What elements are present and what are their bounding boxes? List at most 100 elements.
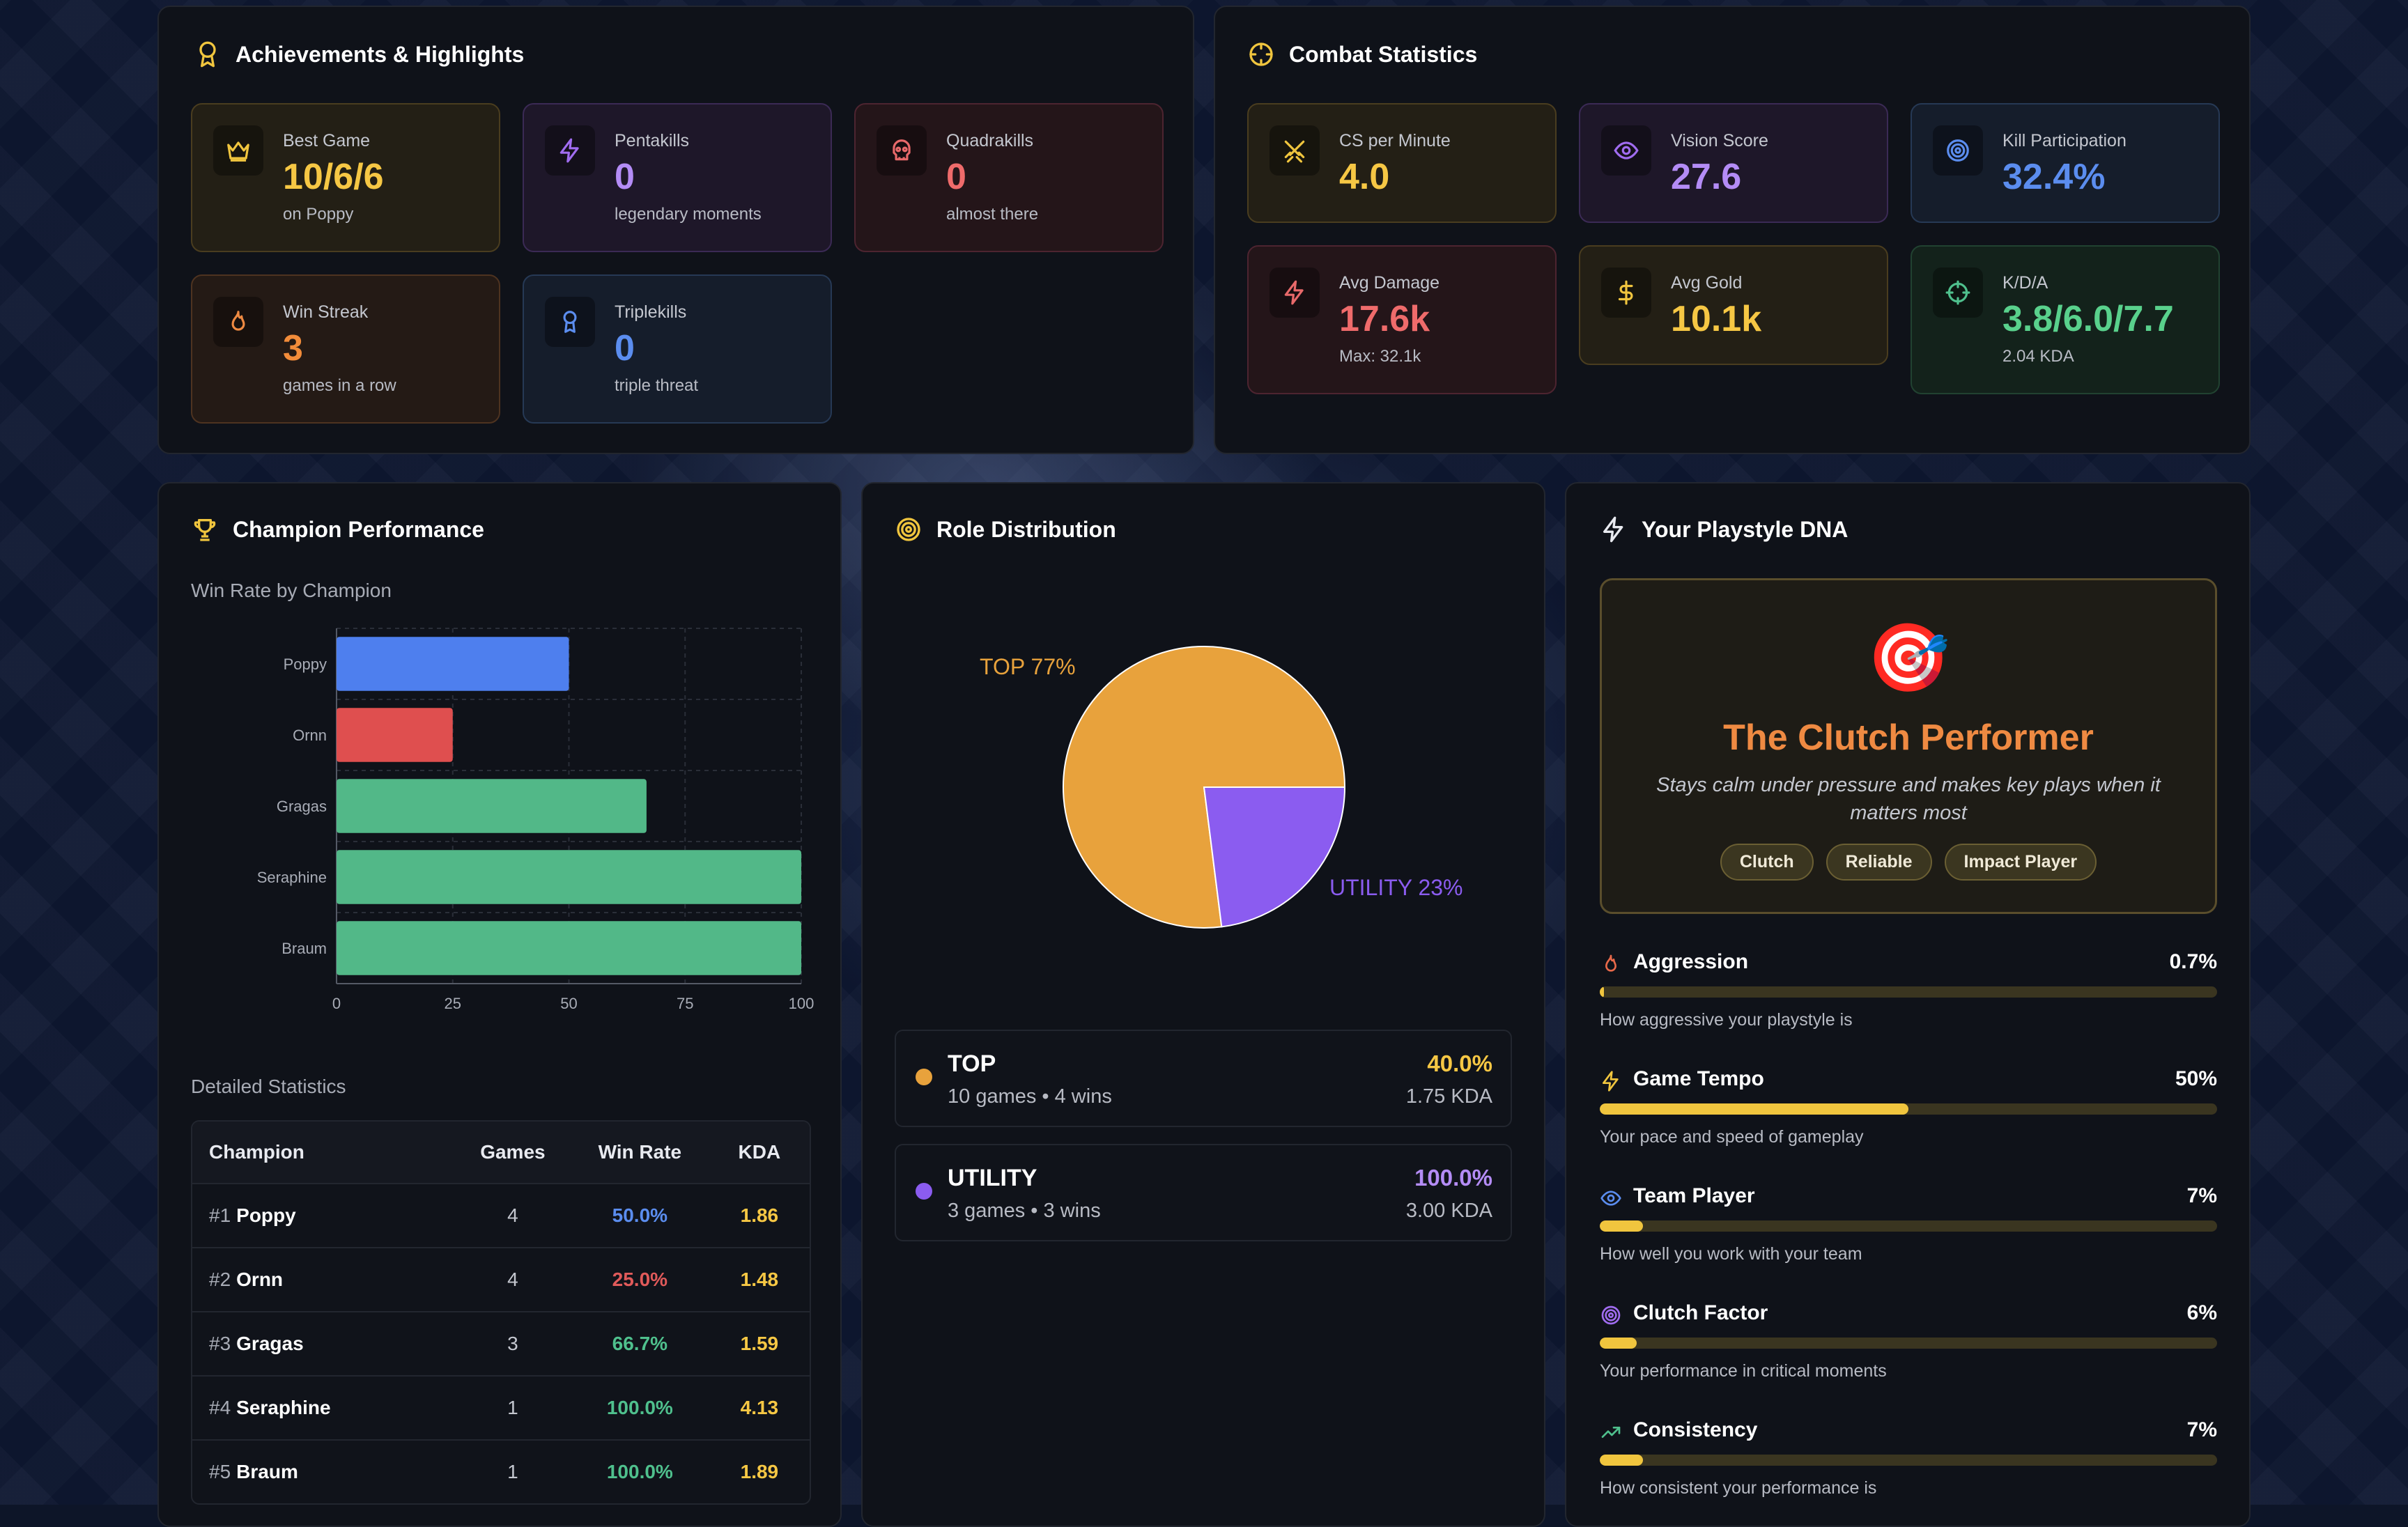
champion-performance-title-text: Champion Performance	[233, 516, 484, 542]
tag-reliable: Reliable	[1826, 844, 1932, 881]
combat-panel: Combat Statistics CS per Minute 4.0 Visi…	[1214, 6, 2251, 454]
games-cell: 1	[454, 1439, 571, 1503]
kda-cell: 1.89	[709, 1439, 810, 1503]
role-win-rate: 100.0%	[1414, 1165, 1492, 1191]
dart-target-icon: 🎯	[1867, 621, 1950, 695]
role-kda: 1.75 KDA	[1405, 1085, 1492, 1108]
triplekills-card: Triplekills 0 triple threat	[523, 274, 832, 424]
trait-value: 7%	[2186, 1418, 2217, 1441]
crosshair-icon	[1249, 42, 1273, 66]
bar-braum[interactable]	[337, 921, 801, 975]
games-cell: 4	[454, 1247, 571, 1312]
card-label: K/D/A	[2002, 273, 2048, 293]
detailed-statistics-table: Champion Games Win Rate KDA #1 Poppy 4 50.0…	[191, 1120, 811, 1505]
card-label: Avg Gold	[1671, 273, 1743, 293]
trait-progress-fill	[1600, 1103, 1908, 1115]
trait-description: Your pace and speed of gameplay	[1600, 1127, 1864, 1147]
trait-value: 0.7%	[2169, 950, 2217, 973]
target-icon	[1601, 1305, 1621, 1325]
trait-name: Team Player	[1633, 1184, 1755, 1207]
playstyle-dna-title-text: Your Playstyle DNA	[1642, 516, 1849, 542]
role-win-rate: 40.0%	[1427, 1051, 1492, 1076]
kda-cell: 1.48	[709, 1247, 810, 1312]
trait-name: Aggression	[1633, 950, 1749, 973]
role-distribution-title: Role Distribution	[895, 516, 1116, 543]
pie-label-utility: UTILITY 23%	[1329, 875, 1462, 900]
trait-description: How well you work with your team	[1600, 1244, 1862, 1264]
champion-name: Gragas	[236, 1333, 304, 1354]
lightning-icon	[1603, 1071, 1619, 1092]
card-label: Quadrakills	[946, 131, 1034, 150]
role-distribution-title-text: Role Distribution	[936, 516, 1116, 542]
y-tick-label: Ornn	[293, 727, 327, 744]
chart-bars	[337, 637, 801, 975]
award-icon	[199, 41, 216, 68]
archetype-card: 🎯 The Clutch Performer Stays calm under …	[1600, 578, 2217, 914]
trait-value: 7%	[2186, 1184, 2217, 1207]
rank: #4	[209, 1397, 231, 1418]
kda-cell: 1.86	[709, 1183, 810, 1248]
games-cell: 4	[454, 1183, 571, 1248]
card-label: Triplekills	[615, 302, 687, 322]
chart-x-labels: 0 25 50 75 100	[332, 995, 814, 1012]
card-value: 3.8/6.0/7.7	[2002, 299, 2174, 339]
win-rate-bar-chart: Poppy Ornn Gragas Seraphine Braum 0 25 50 75 100	[257, 628, 814, 1012]
quadrakills-card: Quadrakills 0 almost there	[854, 103, 1164, 252]
win-rate-cell: 100.0%	[570, 1375, 709, 1440]
lightning-icon	[1603, 516, 1623, 543]
best-game-card: Best Game 10/6/6 on Poppy	[191, 103, 500, 252]
kda-card: K/D/A 3.8/6.0/7.7 2.04 KDA	[1911, 245, 2220, 394]
achievements-panel: Achievements & Highlights Best Game 10/6…	[157, 6, 1194, 454]
card-value: 17.6k	[1339, 299, 1430, 339]
rank: #2	[209, 1269, 231, 1290]
table-row[interactable]: #5 Braum 1 100.0% 1.89	[192, 1439, 810, 1503]
card-label: Kill Participation	[2002, 131, 2127, 150]
trait-description: How consistent your performance is	[1600, 1478, 1877, 1498]
table-header-row: Champion Games Win Rate KDA	[192, 1122, 810, 1184]
tag-clutch: Clutch	[1720, 844, 1814, 881]
champion-cell: #1 Poppy	[192, 1183, 455, 1248]
champion-name: Seraphine	[236, 1397, 331, 1418]
win-streak-card: Win Streak 3 games in a row	[191, 274, 500, 424]
column-header-win-rate[interactable]: Win Rate	[570, 1122, 709, 1184]
bar-gragas[interactable]	[337, 779, 647, 833]
trait-value: 50%	[2175, 1067, 2217, 1090]
role-row-utility[interactable]: UTILITY 3 games • 3 wins 100.0% 3.00 KDA	[895, 1144, 1512, 1241]
card-sub: legendary moments	[615, 205, 762, 224]
column-header-champion[interactable]: Champion	[192, 1122, 455, 1184]
lightning-icon	[1269, 268, 1320, 318]
table-row[interactable]: #4 Seraphine 1 100.0% 4.13	[192, 1375, 810, 1440]
card-label: Best Game	[283, 131, 371, 150]
x-tick-label: 75	[677, 995, 693, 1012]
card-label: Win Streak	[283, 302, 369, 322]
y-tick-label: Braum	[281, 940, 327, 957]
eye-icon	[1601, 125, 1651, 176]
trait-value: 6%	[2186, 1301, 2217, 1324]
table-row[interactable]: #3 Gragas 3 66.7% 1.59	[192, 1311, 810, 1376]
champion-name: Poppy	[236, 1204, 296, 1226]
eye-icon	[1600, 1191, 1621, 1206]
win-rate-cell: 50.0%	[570, 1183, 709, 1248]
y-tick-label: Seraphine	[257, 869, 327, 886]
win-rate-cell: 66.7%	[570, 1311, 709, 1376]
role-details: 3 games • 3 wins	[948, 1200, 1101, 1222]
bar-seraphine[interactable]	[337, 850, 801, 904]
flame-icon	[213, 297, 263, 347]
table-row[interactable]: #2 Ornn 4 25.0% 1.48	[192, 1247, 810, 1312]
trait-progress-fill	[1600, 1338, 1637, 1349]
column-header-games[interactable]: Games	[454, 1122, 571, 1184]
role-row-top[interactable]: TOP 10 games • 4 wins 40.0% 1.75 KDA	[895, 1030, 1512, 1127]
bar-poppy[interactable]	[337, 637, 569, 691]
column-header-kda[interactable]: KDA	[709, 1122, 810, 1184]
card-value: 32.4%	[2002, 157, 2106, 197]
games-cell: 3	[454, 1311, 571, 1376]
crosshair-icon	[1933, 268, 1983, 318]
bar-ornn[interactable]	[337, 708, 453, 762]
card-sub: games in a row	[283, 376, 396, 395]
champion-cell: #5 Braum	[192, 1439, 455, 1503]
card-label: Pentakills	[615, 131, 689, 150]
card-sub: 2.04 KDA	[2002, 347, 2074, 366]
trait-name: Clutch Factor	[1633, 1301, 1768, 1324]
pie-slice-utility[interactable]	[1203, 786, 1346, 928]
table-row[interactable]: #1 Poppy 4 50.0% 1.86	[192, 1183, 810, 1248]
